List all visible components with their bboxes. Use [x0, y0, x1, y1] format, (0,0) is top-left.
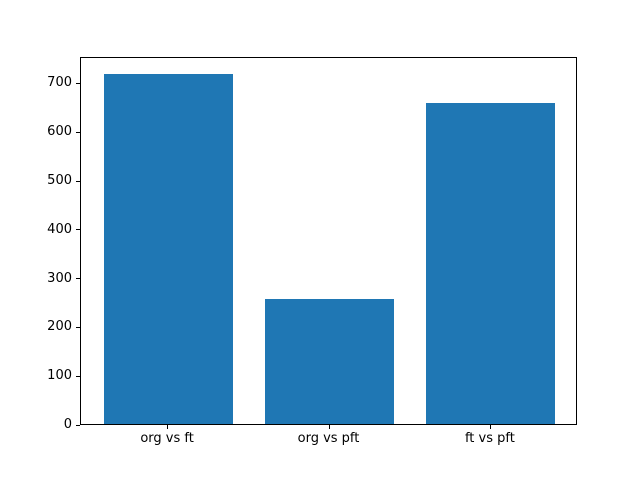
y-tick-label: 700	[47, 75, 72, 91]
bar-ft-vs-pft	[426, 103, 556, 424]
y-tick-label: 500	[47, 173, 72, 188]
x-tick-mark	[489, 425, 491, 429]
x-tick-label: ft vs pft	[464, 431, 515, 446]
y-tick-mark	[76, 229, 80, 231]
plot-area	[80, 57, 577, 425]
bar-org-vs-ft	[103, 73, 233, 424]
x-tick-mark	[167, 425, 169, 429]
y-tick-label: 100	[47, 368, 72, 384]
bar-org-vs-pft	[265, 299, 395, 424]
y-tick-mark	[76, 326, 80, 328]
x-tick-label: org vs pft	[297, 431, 360, 446]
y-tick-mark	[76, 375, 80, 377]
y-tick-label: 600	[47, 124, 72, 140]
y-tick-mark	[76, 278, 80, 280]
y-tick-mark	[76, 424, 80, 426]
y-tick-label: 200	[47, 319, 72, 335]
y-tick-mark	[76, 82, 80, 84]
y-tick-label: 300	[47, 270, 72, 286]
x-tick-mark	[328, 425, 330, 429]
y-tick-label: 400	[47, 221, 72, 237]
y-tick-mark	[76, 180, 80, 182]
y-tick-label: 0	[63, 417, 72, 432]
y-tick-mark	[76, 131, 80, 133]
x-tick-label: org vs ft	[140, 431, 194, 446]
